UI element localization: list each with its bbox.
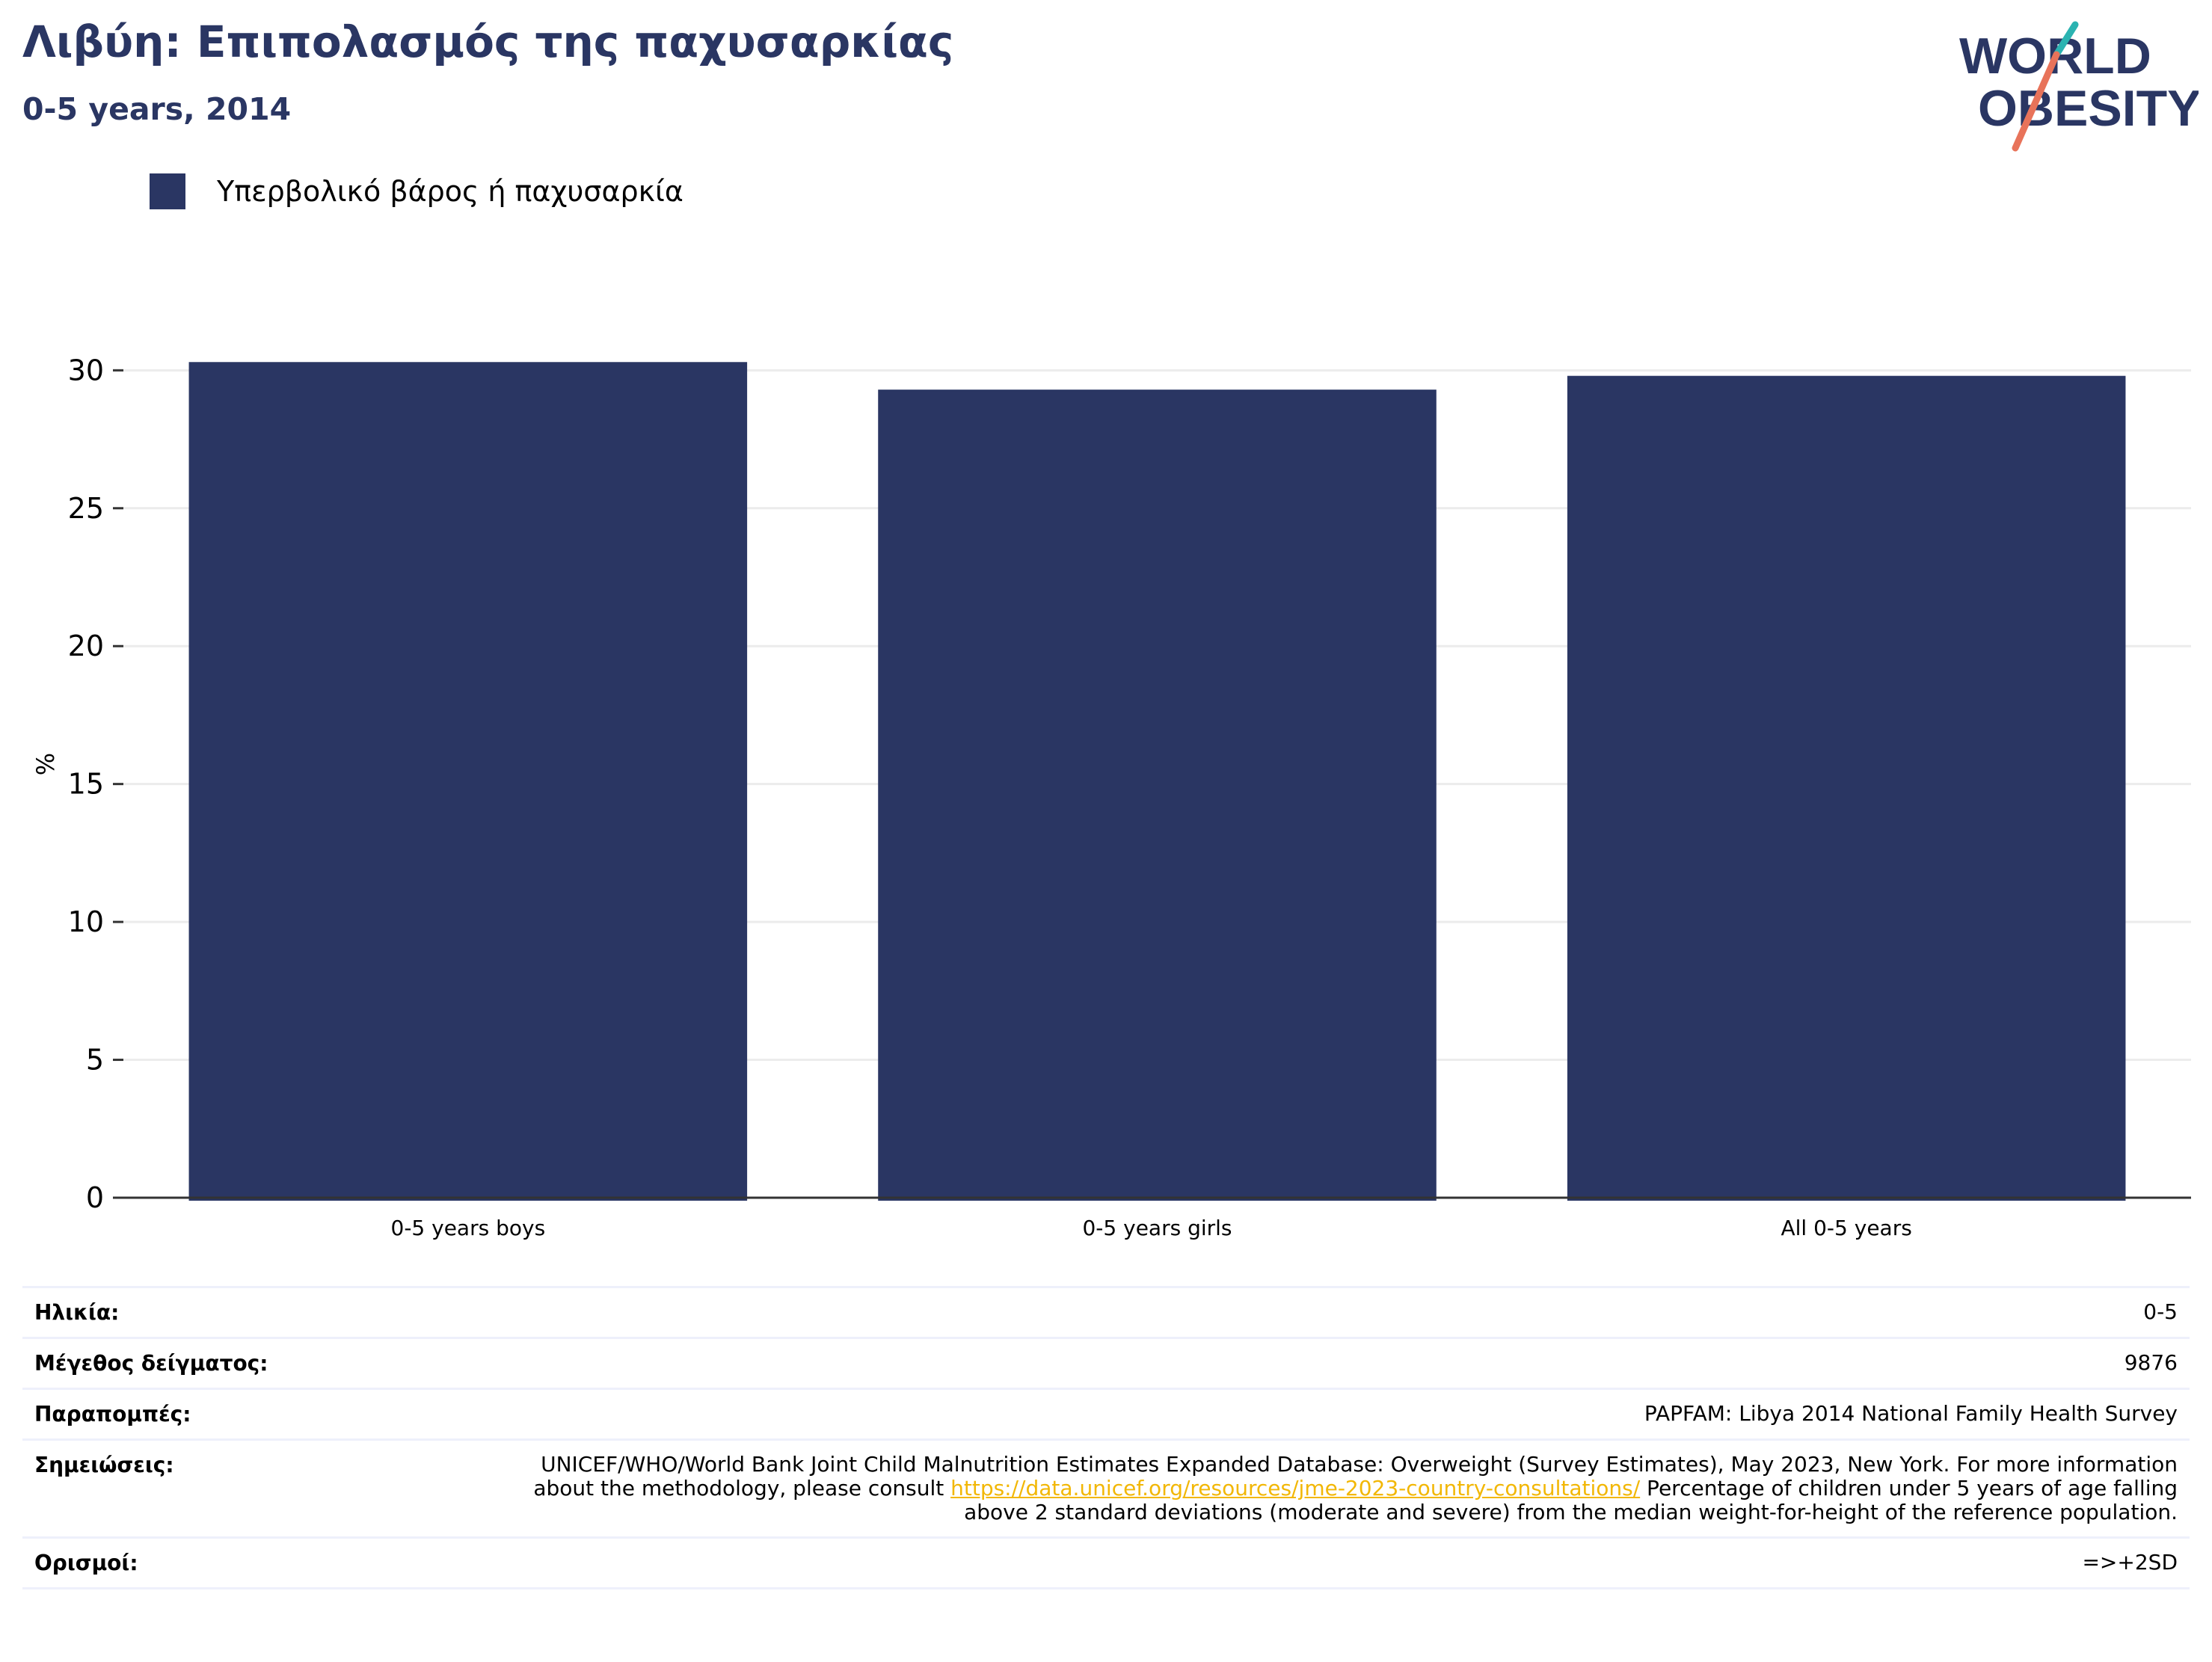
definitions-value: =>+2SD [495,1536,2190,1589]
notes-text-before: UNICEF/WHO/World Bank Joint Child Malnut… [533,1452,2178,1501]
bar [1567,375,2126,1201]
x-tick-label: All 0-5 years [1781,1216,1912,1240]
chart-subtitle: 0-5 years, 2014 [22,91,292,127]
y-tick-label: 30 [68,354,104,387]
bar-layer [188,362,2126,1201]
logo-slash-coral [2012,51,2060,152]
y-tick-label: 20 [68,630,104,662]
axis-layer: 0 5 10 15 20 25 30 0-5 years boys 0-5 years girl… [68,354,2191,1240]
y-tick-label: 0 [86,1181,104,1214]
info-row-notes: Σημειώσεις: UNICEF/WHO/World Bank Joint … [22,1438,2190,1538]
y-tick-label: 25 [68,492,104,525]
info-row-definitions: Ορισμοί: =>+2SD [22,1536,2190,1589]
y-tick-label: 10 [68,905,104,938]
info-row-references: Παραπομπές: PAPFAM: Libya 2014 National … [22,1388,2190,1440]
sample-size-label: Μέγεθος δείγματος: [22,1337,495,1389]
x-tick-label: 0-5 years boys [391,1216,546,1240]
y-tick-label: 5 [86,1044,104,1077]
legend: Υπερβολικό βάρος ή παχυσαρκία [150,173,683,209]
references-label: Παραπομπές: [22,1388,495,1440]
sample-size-value: 9876 [495,1337,2190,1389]
y-axis-label: % [31,753,60,775]
notes-text-after: Percentage of children under 5 years of … [964,1476,2178,1524]
x-tick-label: 0-5 years girls [1082,1216,1232,1240]
notes-label: Σημειώσεις: [22,1438,495,1538]
info-row-age: Ηλικία: 0-5 [22,1286,2190,1338]
bar [878,390,1437,1201]
age-label: Ηλικία: [22,1286,495,1338]
logo-slash-teal [2053,21,2079,58]
info-table: Ηλικία: 0-5 Μέγεθος δείγματος: 9876 Παρα… [22,1286,2190,1589]
y-tick-label: 15 [68,768,104,801]
definitions-label: Ορισμοί: [22,1536,495,1589]
age-value: 0-5 [495,1286,2190,1338]
references-value: PAPFAM: Libya 2014 National Family Healt… [495,1388,2190,1440]
chart-title: Λιβύη: Επιπολασμός της παχυσαρκίας [22,16,954,67]
info-row-sample: Μέγεθος δείγματος: 9876 [22,1337,2190,1389]
world-obesity-logo: WORLD OBESITY [1959,21,2199,152]
bar-chart: 0 5 10 15 20 25 30 0-5 years boys 0-5 years girl… [31,354,2191,1240]
legend-label: Υπερβολικό βάρος ή παχυσαρκία [217,175,683,208]
logo-text-obesity: OBESITY [1978,80,2199,137]
bar [188,362,748,1201]
legend-swatch [150,173,185,209]
notes-link[interactable]: https://data.unicef.org/resources/jme-20… [950,1476,1641,1501]
notes-value: UNICEF/WHO/World Bank Joint Child Malnut… [495,1438,2190,1538]
